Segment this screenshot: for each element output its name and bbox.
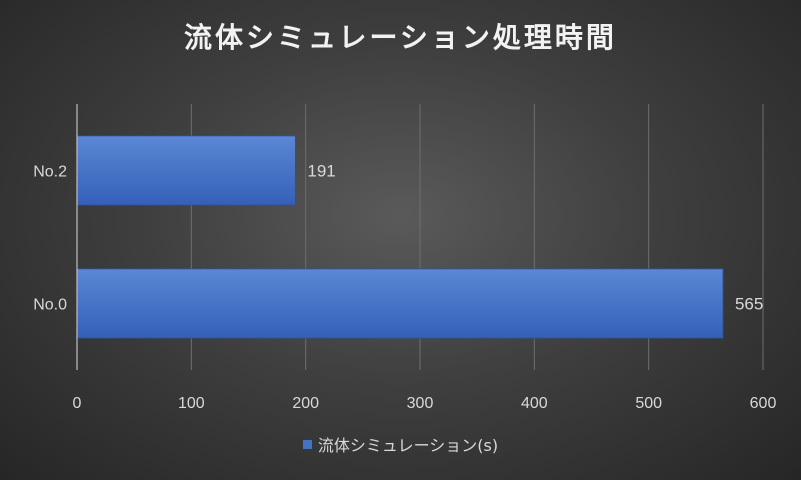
x-tick-label: 0 bbox=[73, 395, 82, 412]
legend-swatch bbox=[302, 439, 312, 449]
data-label: 191 bbox=[307, 162, 335, 181]
bar bbox=[76, 268, 724, 339]
data-label: 565 bbox=[735, 295, 763, 314]
x-tick-label: 600 bbox=[750, 395, 777, 412]
x-tick-label: 300 bbox=[407, 395, 434, 412]
bar bbox=[76, 135, 296, 206]
x-tick-label: 100 bbox=[178, 395, 205, 412]
x-tick-label: 500 bbox=[635, 395, 662, 412]
category-label: No.0 bbox=[33, 297, 67, 314]
category-label: No.2 bbox=[33, 164, 67, 181]
labels: 0 100 200 300 400 500 600 No.2 191 No.0 565 bbox=[33, 162, 776, 413]
legend-label: 流体シミュレーション(s) bbox=[317, 436, 499, 455]
x-tick-label: 400 bbox=[521, 395, 548, 412]
chart-title: 流体シミュレーション処理時間 bbox=[184, 21, 617, 54]
bars bbox=[76, 135, 724, 339]
x-tick-label: 200 bbox=[292, 395, 319, 412]
legend: 流体シミュレーション(s) bbox=[0, 432, 801, 456]
